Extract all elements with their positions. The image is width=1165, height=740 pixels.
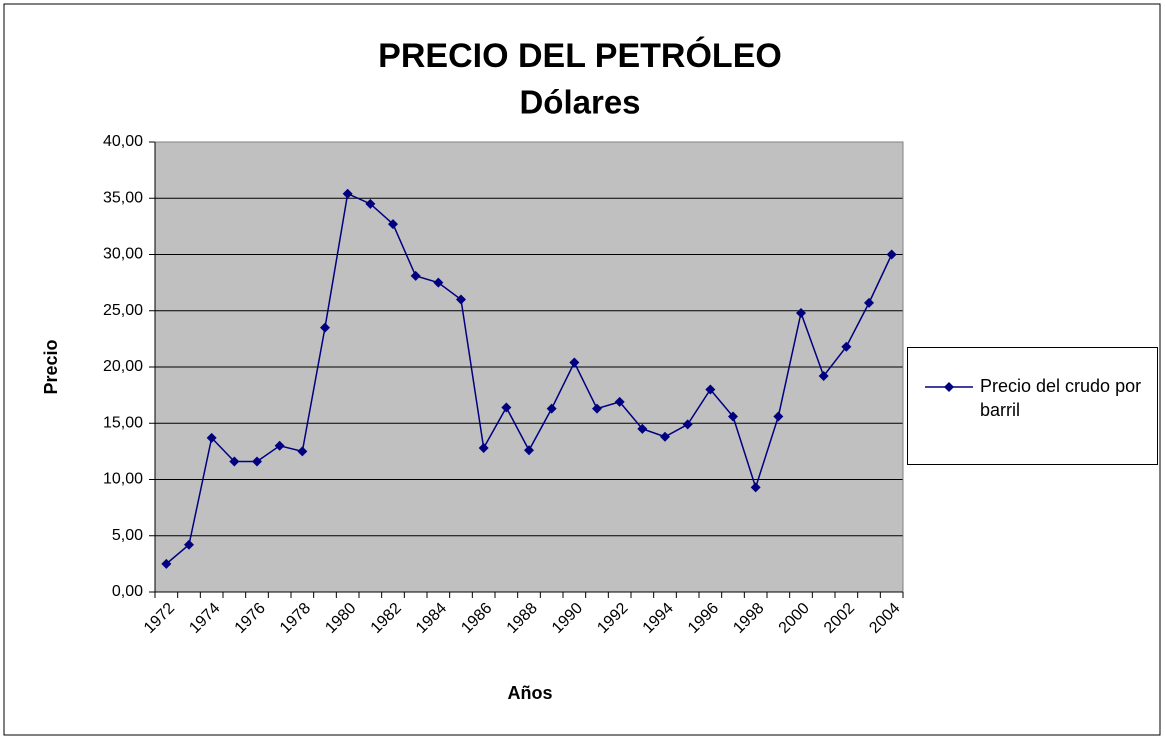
legend: Precio del crudo por barril	[907, 347, 1158, 465]
data-point	[229, 456, 240, 467]
data-point	[478, 443, 489, 453]
data-point	[728, 411, 738, 422]
data-point	[161, 558, 172, 569]
data-point	[614, 396, 625, 407]
data-point	[592, 403, 602, 414]
data-point	[524, 445, 534, 456]
data-point	[750, 482, 761, 493]
legend-label: Precio del crudo por barril	[980, 376, 1142, 420]
legend-symbol	[925, 382, 973, 392]
data-point	[206, 432, 217, 443]
data-point	[864, 297, 874, 308]
data-point	[886, 249, 897, 260]
data-point	[660, 431, 670, 442]
data-point	[637, 423, 648, 434]
data-point	[456, 294, 466, 305]
data-point	[841, 341, 852, 352]
data-point	[705, 384, 716, 395]
y-axis-title: Precio	[41, 339, 61, 394]
data-point	[501, 402, 512, 413]
data-point	[818, 371, 829, 381]
data-point	[388, 219, 398, 230]
y-tick-label: 25,00	[103, 302, 143, 319]
data-point	[297, 446, 308, 457]
data-point	[546, 403, 557, 414]
data-point	[342, 188, 353, 199]
y-tick-label: 40,00	[103, 133, 143, 150]
y-tick-label: 10,00	[103, 471, 143, 488]
data-point	[365, 198, 376, 209]
data-point	[274, 440, 285, 451]
data-point	[184, 539, 194, 550]
chart-subtitle: Dólares	[519, 84, 640, 121]
data-point	[433, 277, 444, 288]
y-tick-label: 5,00	[112, 527, 143, 544]
y-tick-label: 20,00	[103, 358, 143, 375]
legend-marker	[944, 382, 954, 392]
y-tick-label: 15,00	[103, 414, 143, 431]
data-point	[796, 308, 806, 318]
x-axis-title: Años	[508, 683, 553, 703]
y-tick-label: 30,00	[103, 246, 143, 263]
data-point	[773, 411, 784, 422]
data-point	[410, 270, 421, 281]
y-tick-label: 35,00	[103, 189, 143, 206]
data-point	[682, 419, 693, 430]
data-point	[252, 456, 262, 467]
data-point	[320, 322, 330, 333]
chart-title: PRECIO DEL PETRÓLEO	[378, 37, 782, 75]
y-tick-label: 0,00	[112, 583, 143, 600]
data-point	[569, 357, 580, 368]
